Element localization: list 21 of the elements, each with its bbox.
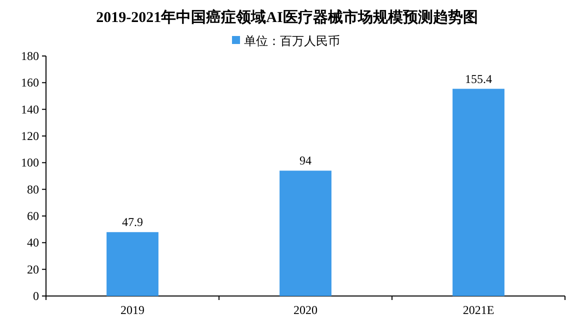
data-label: 47.9 — [122, 215, 143, 230]
x-tick-label: 2019 — [120, 303, 144, 317]
data-label: 94 — [300, 154, 312, 168]
y-tick-label: 120 — [21, 129, 39, 143]
x-tick-label: 2021E — [462, 303, 494, 317]
chart-title: 2019-2021年中国癌症领域AI医疗器械市场规模预测趋势图 — [96, 8, 478, 26]
y-tick-label: 40 — [27, 236, 39, 250]
bar — [280, 170, 332, 296]
x-tick-label: 2020 — [294, 303, 318, 317]
y-tick-label: 20 — [27, 262, 39, 276]
legend-label: 单位：百万人民币 — [244, 34, 340, 48]
y-tick-label: 80 — [27, 182, 39, 196]
y-tick-label: 160 — [21, 76, 39, 90]
bar — [106, 232, 158, 296]
y-tick-label: 100 — [21, 156, 39, 170]
y-tick-label: 140 — [21, 102, 39, 116]
y-tick-label: 60 — [27, 209, 39, 223]
data-label: 155.4 — [465, 72, 492, 86]
y-tick-label: 180 — [21, 49, 39, 63]
bar — [452, 88, 504, 296]
y-tick-label: 0 — [33, 289, 39, 303]
